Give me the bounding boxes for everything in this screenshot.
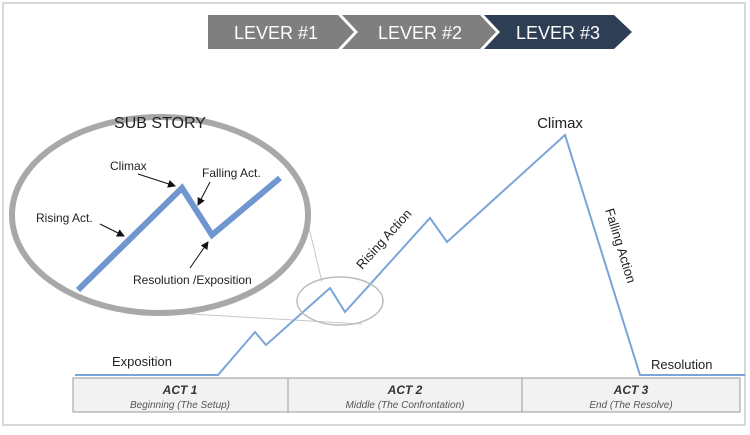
lever-chevron [484, 15, 632, 49]
act-description: Middle (The Confrontation) [346, 400, 465, 411]
act-name: ACT 1 [162, 383, 198, 397]
lever-label: LEVER #3 [516, 23, 600, 43]
sub-climax-label: Climax [110, 159, 147, 173]
sub-story-title: SUB STORY [114, 115, 206, 132]
arrow [99, 223, 125, 237]
sub-rising-label: Rising Act. [36, 211, 93, 225]
sub-resolution-label: Resolution /Exposition [133, 273, 252, 287]
act-description: End (The Resolve) [589, 400, 672, 411]
zoom-ellipse [296, 276, 384, 326]
sub-story-ellipse [9, 114, 311, 316]
sub-falling-label: Falling Act. [202, 166, 261, 180]
zoom-line [189, 313, 363, 325]
act-name: ACT 3 [613, 383, 649, 397]
climax-label: Climax [537, 115, 583, 132]
lever-label: LEVER #2 [378, 23, 462, 43]
lever-chevron [342, 15, 496, 49]
lever-label: LEVER #1 [234, 23, 318, 43]
resolution-label: Resolution [651, 357, 712, 372]
exposition-label: Exposition [112, 354, 172, 369]
story-arc [75, 133, 745, 376]
act-name: ACT 2 [387, 383, 423, 397]
lever-chevron [208, 15, 354, 49]
arrow [197, 181, 211, 206]
sub-story-arc [75, 175, 282, 293]
acts-table [72, 377, 741, 413]
act-description: Beginning (The Setup) [130, 400, 230, 411]
arrow [137, 173, 176, 188]
arrow [189, 241, 209, 269]
